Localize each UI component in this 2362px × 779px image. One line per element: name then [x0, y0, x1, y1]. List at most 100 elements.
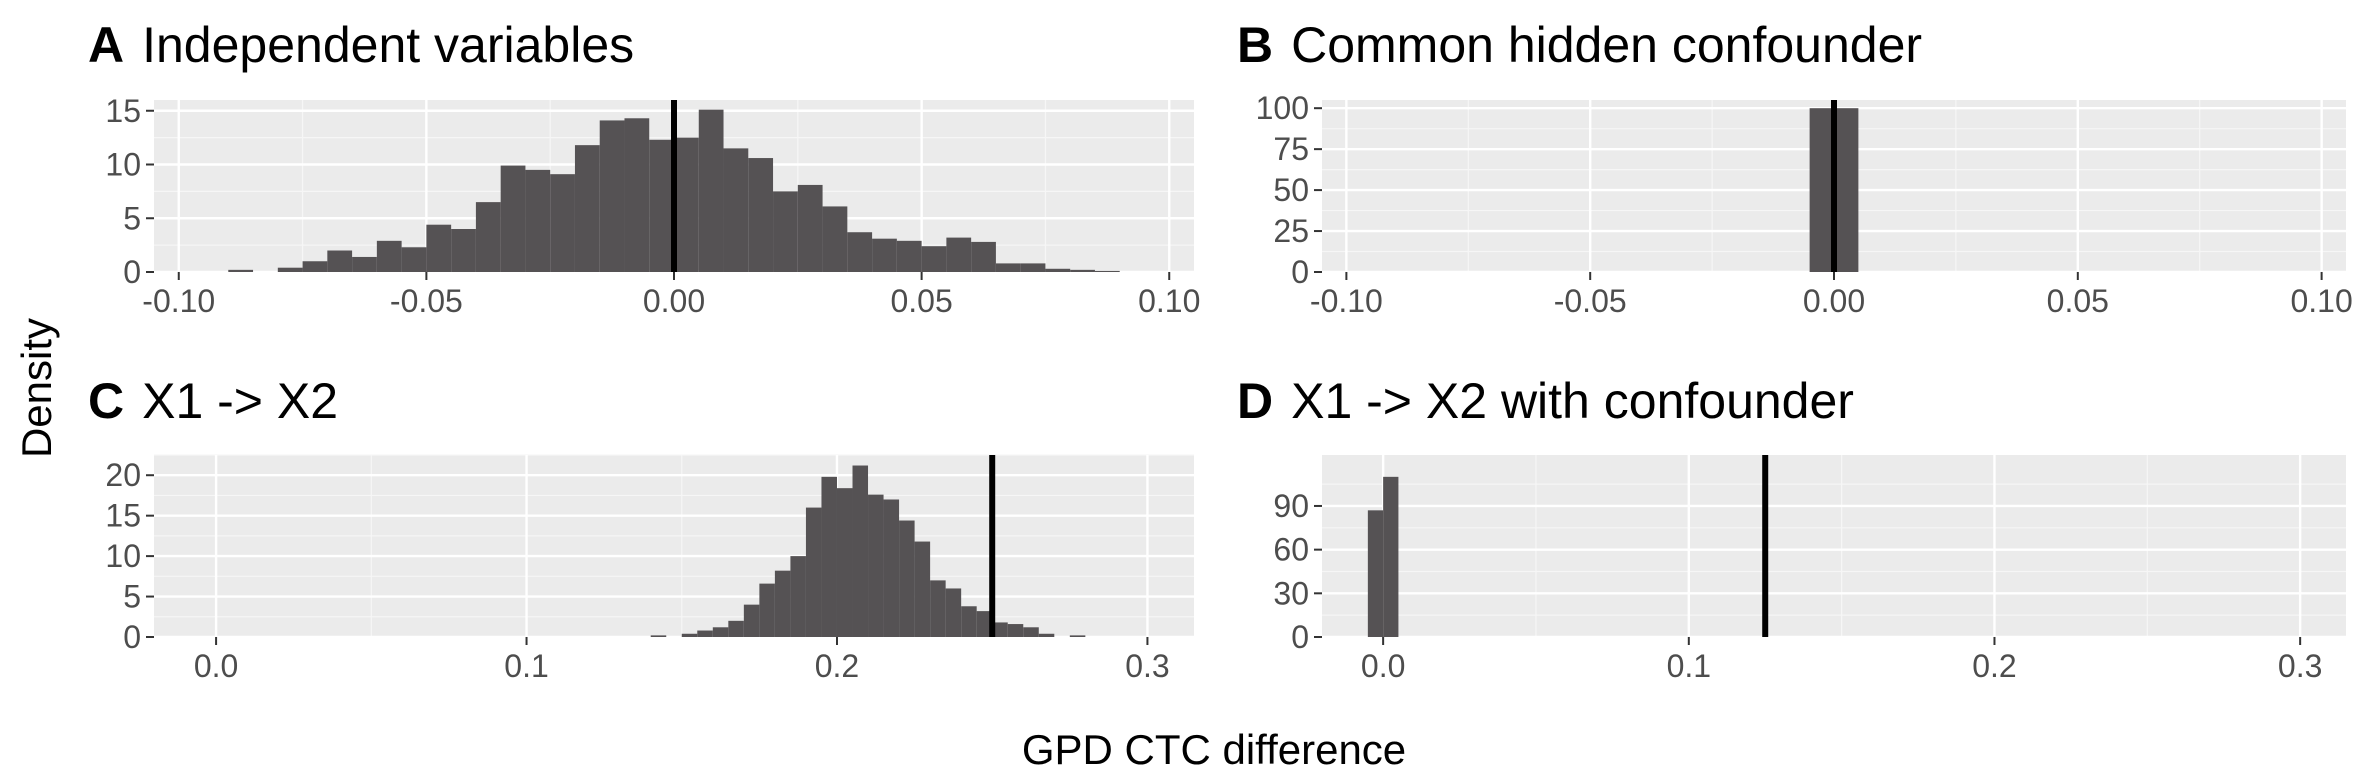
bar-_0_0425 [451, 229, 476, 272]
bar-0_0675 [995, 263, 1021, 272]
x-tick-label: 0.1 [1667, 648, 1711, 684]
panel-title-text: Independent variables [142, 17, 634, 73]
bar-0_2025 [836, 488, 853, 637]
bar-0_2775 [1069, 635, 1086, 637]
panel-title: A Independent variables [88, 17, 634, 73]
bar-0_0625 [971, 241, 996, 272]
bar-_0_0275 [525, 169, 551, 272]
y-tick-label: 0 [123, 619, 141, 655]
bar-_0_0375 [475, 202, 501, 272]
bar-0_0475 [896, 240, 922, 272]
bar-0_1975 [821, 476, 837, 637]
y-tick-label: 0 [123, 254, 141, 290]
bar-0_1725 [743, 604, 760, 637]
y-tick-label: 5 [123, 200, 141, 236]
x-tick-label: -0.10 [1310, 283, 1383, 319]
bar-0_0825 [1070, 269, 1095, 272]
bar-0_0525 [921, 246, 947, 272]
x-tick-label: 0.00 [643, 283, 705, 319]
y-tick-label: 20 [105, 457, 141, 493]
bar-_0_0675 [327, 250, 353, 272]
bar-0_2375 [945, 588, 962, 637]
y-tick-label: 10 [105, 147, 141, 183]
y-tick-label: 15 [105, 498, 141, 534]
x-tick-label: 0.1 [504, 648, 548, 684]
bar-_0_0325 [500, 165, 526, 272]
bar-_0_0025 [649, 139, 674, 272]
x-tick-label: 0.10 [1138, 283, 1200, 319]
plot-background [154, 455, 1194, 637]
x-tick-label: 0.10 [2290, 283, 2352, 319]
bar-0_0575 [946, 237, 972, 272]
x-tick-label: 0.2 [815, 648, 859, 684]
bar-_0_0875 [228, 269, 254, 272]
bar-0_0275 [797, 184, 823, 272]
x-tick-label: -0.05 [1554, 283, 1627, 319]
x-tick-label: 0.05 [2047, 283, 2109, 319]
bar-0_2075 [852, 465, 869, 637]
bar-0_2125 [868, 494, 884, 637]
bar-0_0775 [1045, 268, 1071, 272]
panel-title-text: Common hidden confounder [1291, 17, 1922, 73]
bar-0_2175 [883, 499, 900, 637]
y-tick-label: 30 [1273, 575, 1309, 611]
bar-_0_0475 [426, 224, 452, 272]
bar-0_2325 [930, 580, 946, 637]
x-tick-label: -0.10 [142, 283, 215, 319]
x-tick-label: -0.05 [390, 283, 463, 319]
bar-0_0175 [748, 158, 774, 272]
bar-0_1875 [790, 556, 806, 637]
panel-letter: B [1237, 17, 1273, 73]
bar-0_1925 [805, 507, 822, 637]
y-tick-label: 25 [1273, 213, 1309, 249]
bar-0_0025 [1834, 108, 1859, 272]
y-tick-label: 0 [1291, 254, 1309, 290]
bar-0_1425 [650, 635, 667, 637]
bar-0_0375 [847, 232, 873, 272]
y-tick-label: 0 [1291, 619, 1309, 655]
bar-0_2675 [1038, 633, 1055, 637]
bar-0_1825 [774, 570, 791, 637]
bar-0_2625 [1023, 627, 1039, 637]
x-tick-label: 0.0 [1361, 648, 1405, 684]
y-tick-label: 10 [105, 538, 141, 574]
bar-0_0225 [773, 191, 798, 272]
panel-title-text: X1 -> X2 with confounder [1291, 373, 1854, 429]
bar-0_0425 [872, 238, 897, 272]
bar-_0_0025 [1367, 510, 1384, 637]
x-tick-label: 0.3 [1125, 648, 1169, 684]
x-tick-label: 0.2 [1972, 648, 2016, 684]
bar-0_0025 [674, 137, 699, 272]
panel-letter: C [88, 373, 124, 429]
panel-title: B Common hidden confounder [1237, 17, 1922, 73]
y-tick-label: 100 [1256, 90, 1309, 126]
panel-title-text: X1 -> X2 [142, 373, 338, 429]
bar-_0_0575 [376, 240, 402, 272]
bar-0_2275 [914, 541, 931, 637]
y-tick-label: 15 [105, 93, 141, 129]
bar-0_0875 [1094, 270, 1120, 272]
bar-0_2575 [1007, 624, 1024, 637]
x-tick-label: 0.0 [194, 648, 238, 684]
plot-background [1322, 455, 2346, 637]
bar-_0_0125 [599, 120, 625, 272]
panels: A Independent variables 0 5 10 15 -0.10 -0.05 0.… [88, 17, 2353, 684]
x-tick-label: 0.3 [2278, 648, 2322, 684]
bar-0_2225 [899, 520, 915, 637]
bar-0_1525 [681, 633, 698, 637]
panel-c: C X1 -> X2 0 5 10 15 20 0.0 0.1 0.2 0.3 [88, 373, 1194, 684]
y-axis-title: Density [13, 318, 60, 458]
bar-0_2525 [992, 622, 1008, 637]
panel-a: A Independent variables 0 5 10 15 -0.10 -0.05 0.… [88, 17, 1200, 319]
panel-letter: D [1237, 373, 1273, 429]
bar-_0_0525 [401, 247, 427, 272]
bar-0_1675 [728, 620, 744, 637]
bar-0_2475 [976, 611, 993, 637]
bar-0_2425 [961, 606, 977, 637]
bar-_0_0175 [574, 145, 600, 272]
bar-_0_0725 [302, 261, 328, 272]
bar-0_0075 [698, 109, 724, 272]
y-tick-label: 60 [1273, 532, 1309, 568]
panel-title: D X1 -> X2 with confounder [1237, 373, 1854, 429]
